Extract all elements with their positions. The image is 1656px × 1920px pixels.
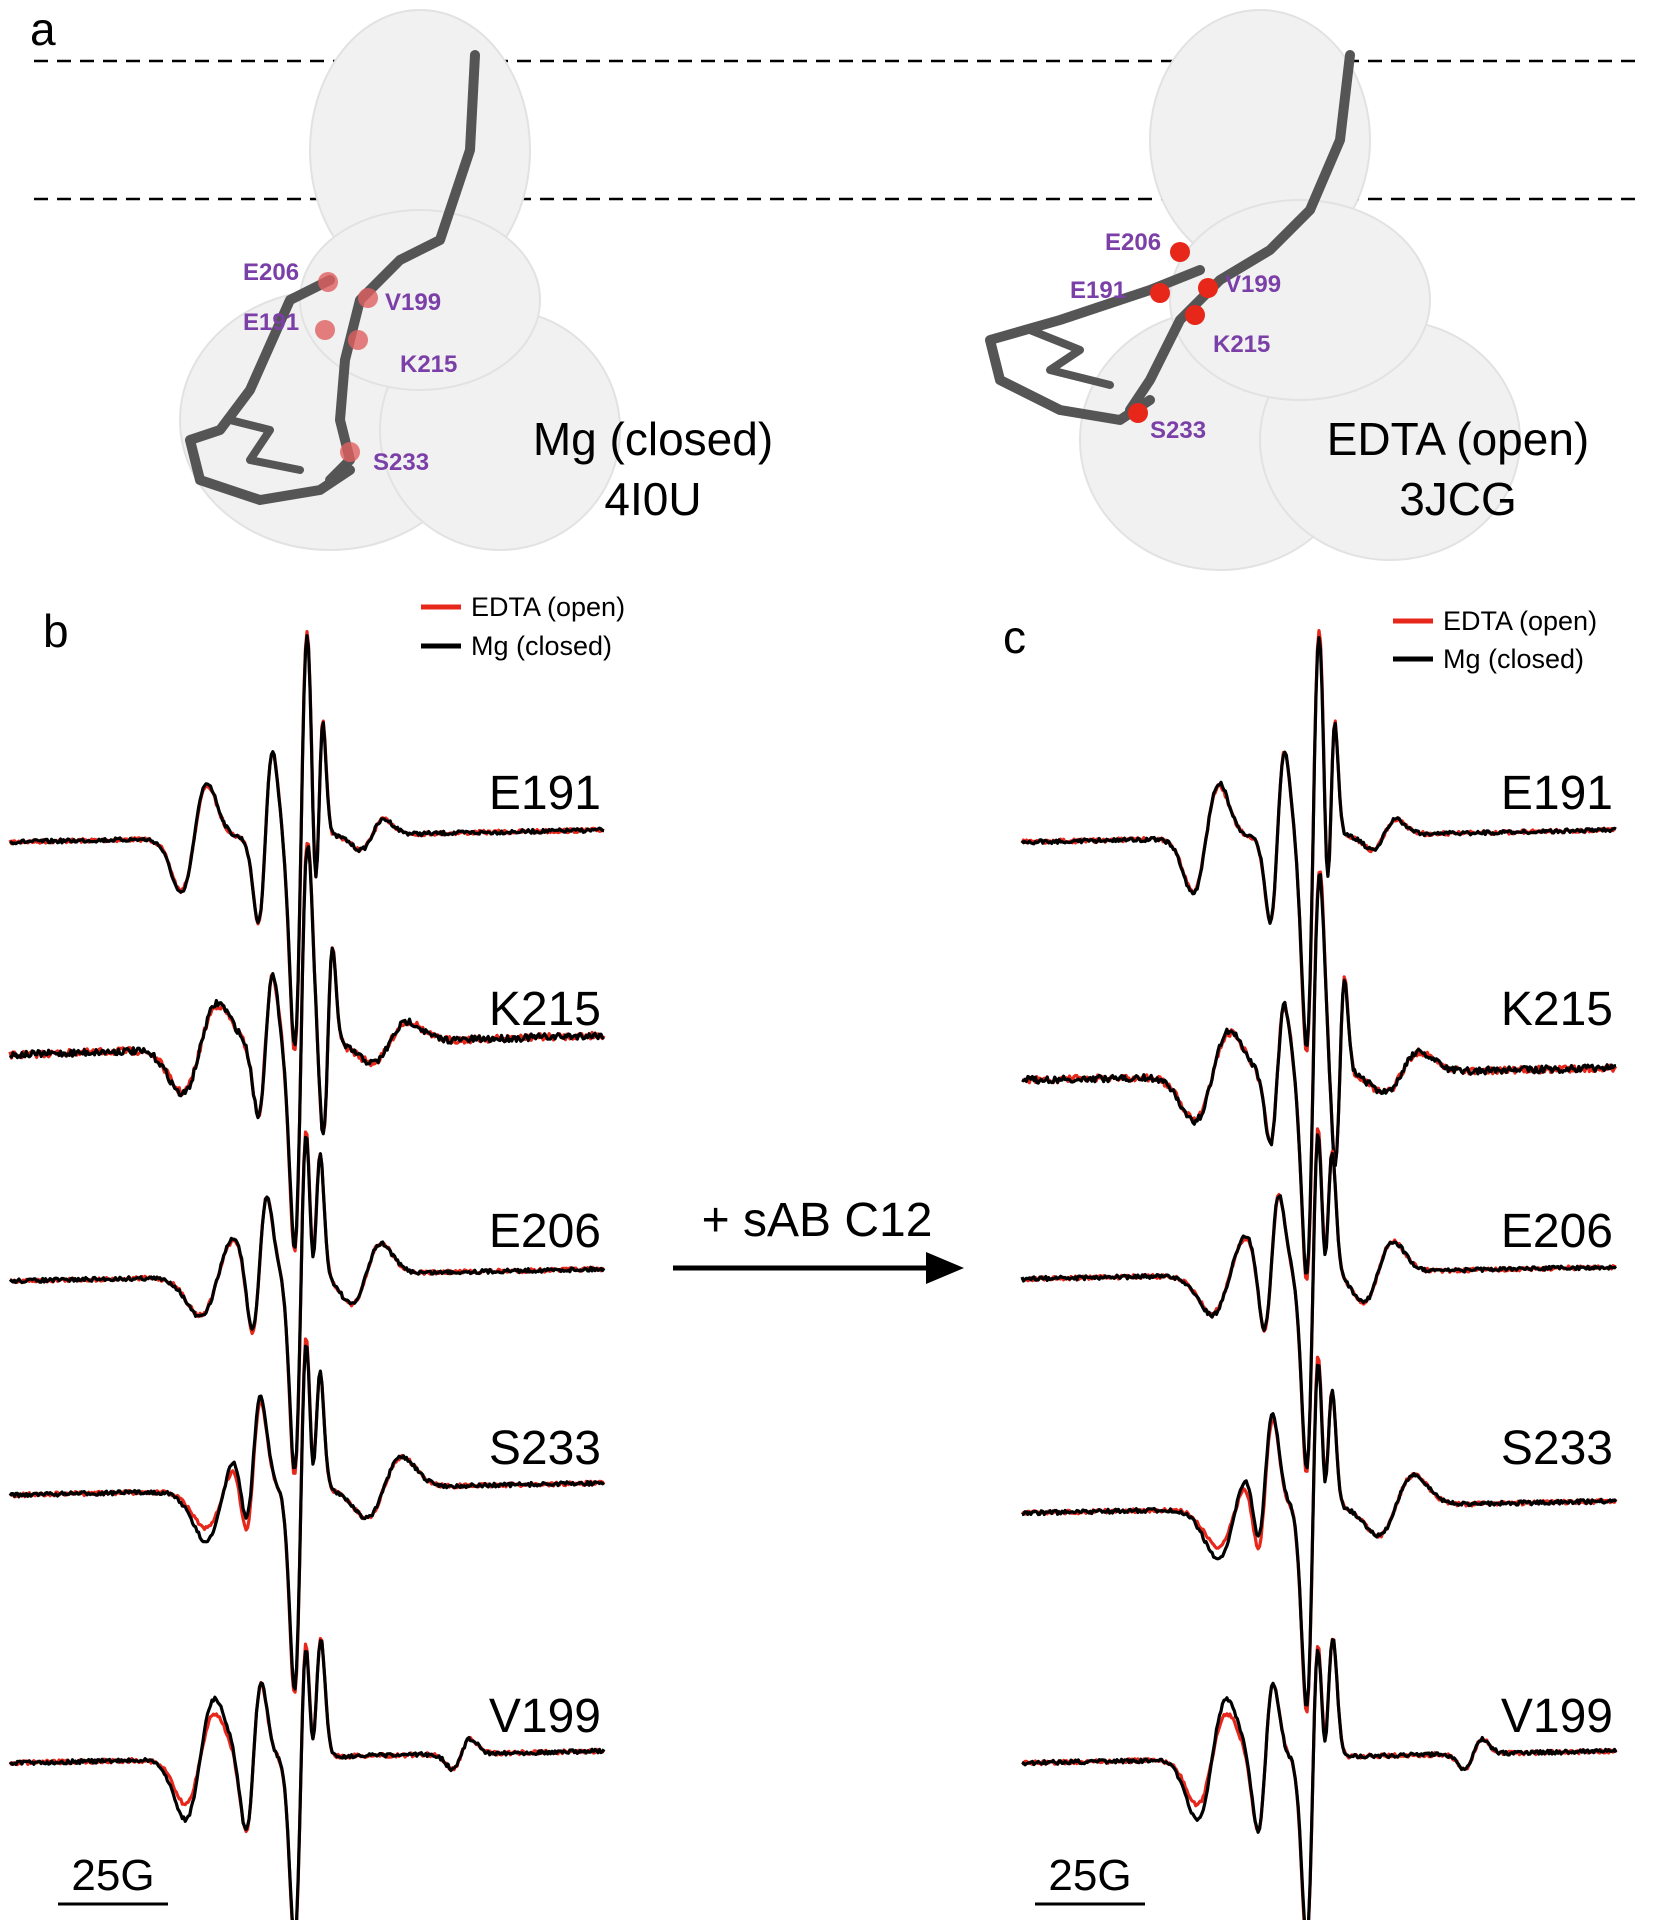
spectrum-label: S233 [489,1422,601,1475]
legend-label: EDTA (open) [471,592,625,622]
panel-label: b [43,605,69,657]
ribbon-right [985,50,1355,425]
spectrum [8,1135,606,1470]
spectrum [8,845,605,1249]
residue-label: K215 [1213,331,1270,358]
state-label: EDTA (open) [1327,413,1589,465]
spectrum-label: K215 [489,983,601,1036]
panel-label: c [1003,611,1026,663]
scale-bar-label: 25G [1048,1851,1131,1900]
panel-label: a [30,3,56,55]
arrow-label: + sAB C12 [702,1194,933,1247]
membrane-lines [34,59,1641,201]
spectrum [8,1639,606,1920]
spectrum-label: V199 [1501,1690,1613,1743]
spectrum [1020,1133,1618,1470]
protein-surface-right [1079,9,1521,571]
spectrum-label: E191 [1501,767,1613,820]
residue-label: E206 [1105,229,1161,256]
spectrum-label: V199 [489,1690,601,1743]
legend-label: Mg (closed) [471,631,612,661]
spectrum-label: E206 [1501,1205,1613,1258]
spectrum [8,1337,606,1694]
residue-label: E191 [1070,277,1126,304]
state-label: Mg (closed) [533,413,773,465]
spectrum [9,634,605,1047]
residue-label: E191 [243,309,299,336]
arrow-head [926,1252,964,1284]
spectrum-label: S233 [1501,1422,1613,1475]
spectrum [1020,1127,1617,1473]
residue-label: K215 [400,351,457,378]
spectrum [1020,635,1617,1048]
spectrum [8,1344,605,1691]
spectrum [1021,872,1617,1275]
legend-label: EDTA (open) [1443,606,1597,636]
spectrum [1021,1363,1618,1707]
pdb-label: 4I0U [604,473,701,525]
residue-dots-right [1128,242,1218,423]
residue-label: V199 [1225,271,1281,298]
legend-label: Mg (closed) [1443,644,1584,674]
residue-label: S233 [373,449,429,476]
residue-label: V199 [385,289,441,316]
pdb-label: 3JCG [1399,473,1517,525]
protein-surface-left [179,9,621,551]
spectrum-label: K215 [1501,983,1613,1036]
scale-bar-label: 25G [71,1851,154,1900]
spectrum [1021,1638,1618,1920]
residue-label: E206 [243,259,299,286]
spectrum-label: E191 [489,767,601,820]
residue-label: S233 [1150,417,1206,444]
spectrum-label: E206 [489,1205,601,1258]
spectrum [8,841,606,1253]
residue-dots-left [315,272,378,462]
